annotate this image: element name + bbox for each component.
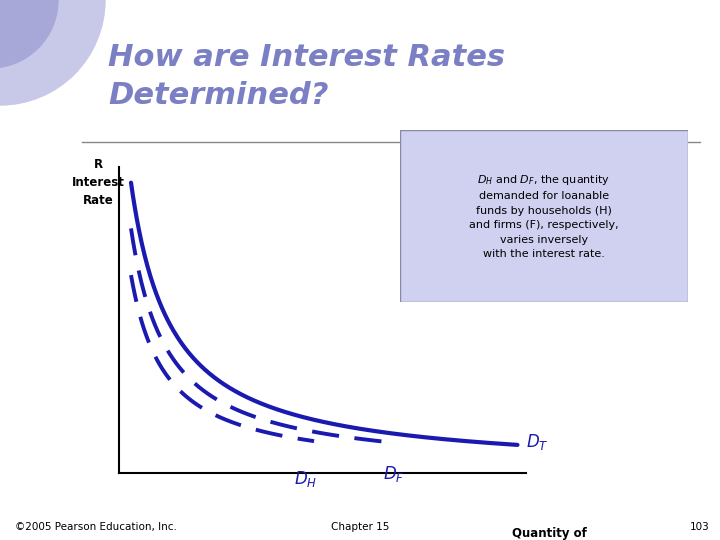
Text: How are Interest Rates: How are Interest Rates bbox=[108, 43, 505, 72]
Text: $D_H$ and $D_F$, the quantity
demanded for loanable
funds by households (H)
and : $D_H$ and $D_F$, the quantity demanded f… bbox=[469, 173, 618, 259]
Circle shape bbox=[0, 0, 58, 68]
Text: $D_F$: $D_F$ bbox=[383, 464, 405, 484]
Text: $D_H$: $D_H$ bbox=[294, 469, 317, 489]
Text: 103: 103 bbox=[690, 522, 710, 532]
Text: R
Interest
Rate: R Interest Rate bbox=[72, 158, 125, 207]
Circle shape bbox=[0, 0, 105, 105]
Text: Quantity of
Loanable Funds: Quantity of Loanable Funds bbox=[483, 528, 587, 540]
FancyBboxPatch shape bbox=[400, 130, 688, 302]
Text: $D_T$: $D_T$ bbox=[526, 432, 548, 452]
Text: ©2005 Pearson Education, Inc.: ©2005 Pearson Education, Inc. bbox=[15, 522, 177, 532]
Text: Determined?: Determined? bbox=[108, 81, 328, 110]
Text: Chapter 15: Chapter 15 bbox=[330, 522, 390, 532]
